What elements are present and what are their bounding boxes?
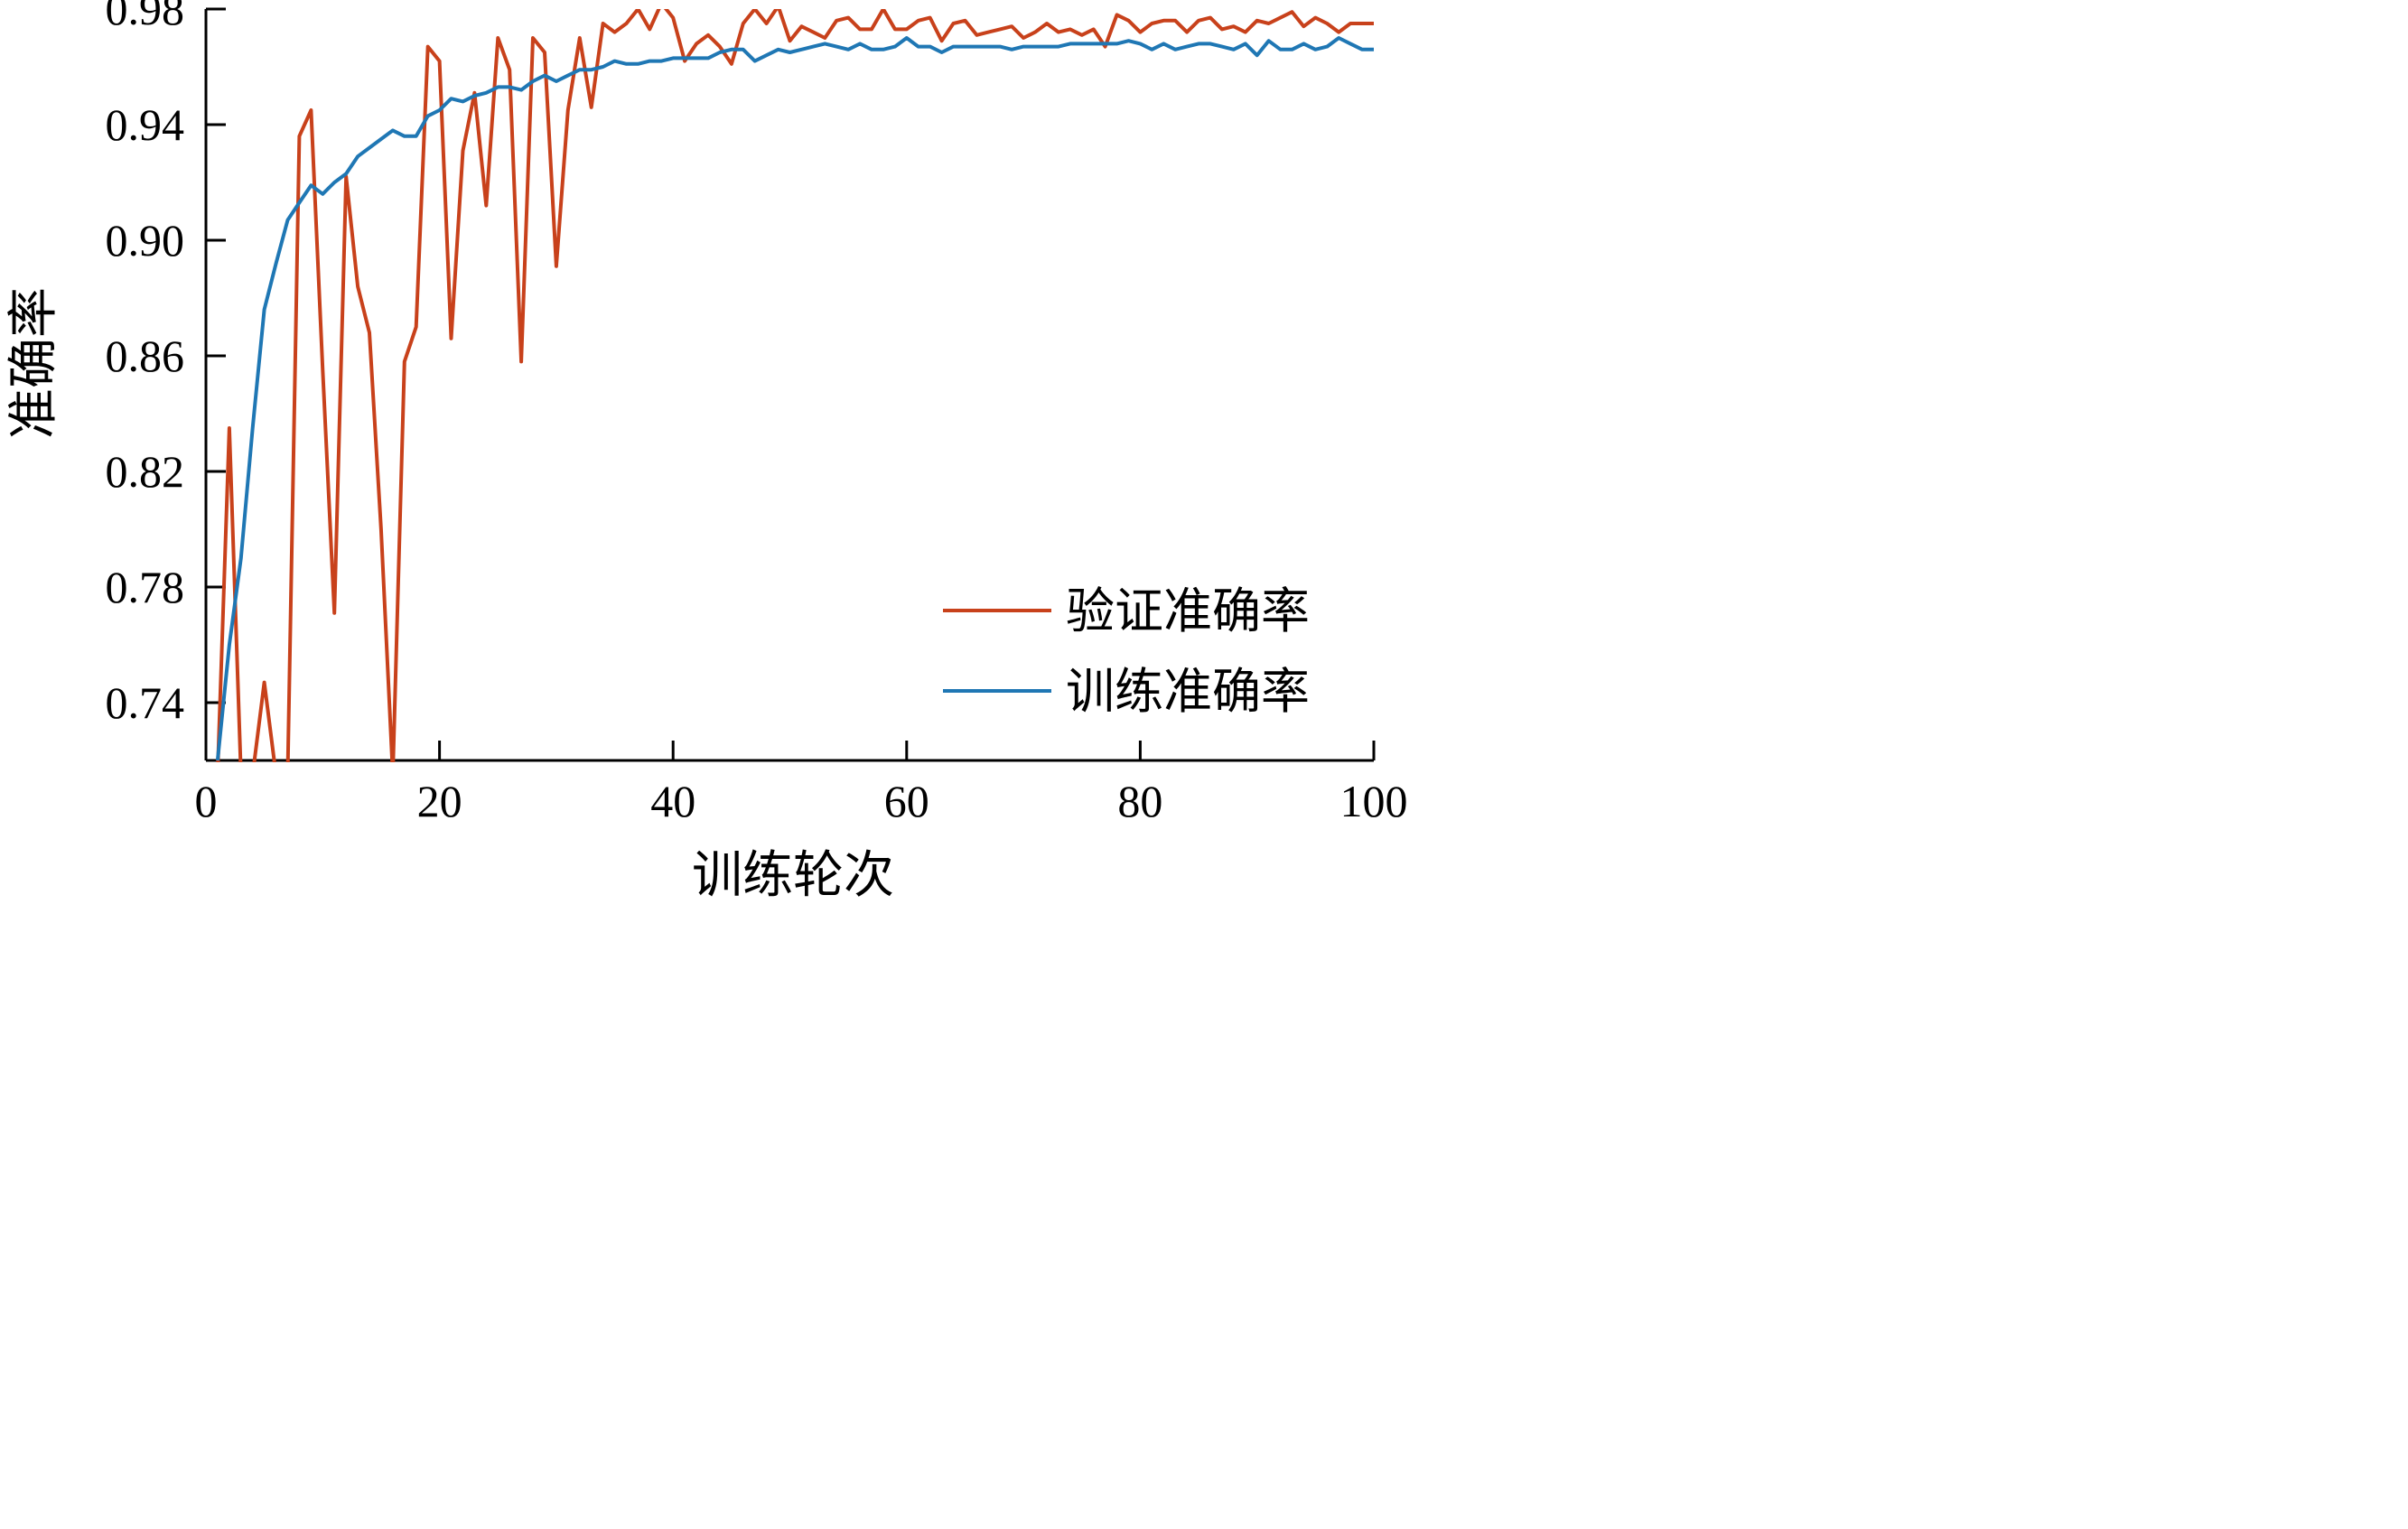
y-tick-label: 0.94	[106, 99, 185, 150]
series-line-validation	[216, 9, 1374, 762]
series-layer	[215, 9, 1374, 762]
x-tick-label: 80	[1117, 776, 1162, 826]
accuracy-line-chart: 0 20 40 60 80 100 0.74 0.78 0.82 0.86 0.90 0.94 0.98…	[6, 0, 1408, 904]
x-tick-label: 100	[1340, 776, 1408, 826]
y-tick-label: 0.86	[106, 331, 185, 381]
x-tick-label: 0	[195, 776, 218, 826]
x-tick-label: 60	[884, 776, 929, 826]
y-tick-label: 0.74	[106, 677, 185, 728]
y-axis-label: 准确率	[6, 287, 62, 439]
y-tick-label: 0.98	[106, 0, 185, 34]
x-axis-label: 训练轮次	[692, 848, 894, 900]
y-tick-label: 0.82	[106, 446, 185, 497]
series-line-training	[215, 36, 1374, 761]
y-tick-label: 0.90	[106, 215, 185, 266]
x-tick-label: 20	[417, 776, 462, 826]
chart-figure: 0 20 40 60 80 100 0.74 0.78 0.82 0.86 0.90 0.94 0.98…	[0, 0, 1416, 904]
y-tick-label: 0.78	[106, 562, 185, 612]
legend-label: 训练准确率	[1066, 665, 1310, 719]
x-tick-label: 40	[650, 776, 695, 826]
axes: 0 20 40 60 80 100 0.74 0.78 0.82 0.86 0.90 0.94 0.98	[106, 0, 1408, 826]
legend-label: 验证准确率	[1066, 584, 1310, 639]
